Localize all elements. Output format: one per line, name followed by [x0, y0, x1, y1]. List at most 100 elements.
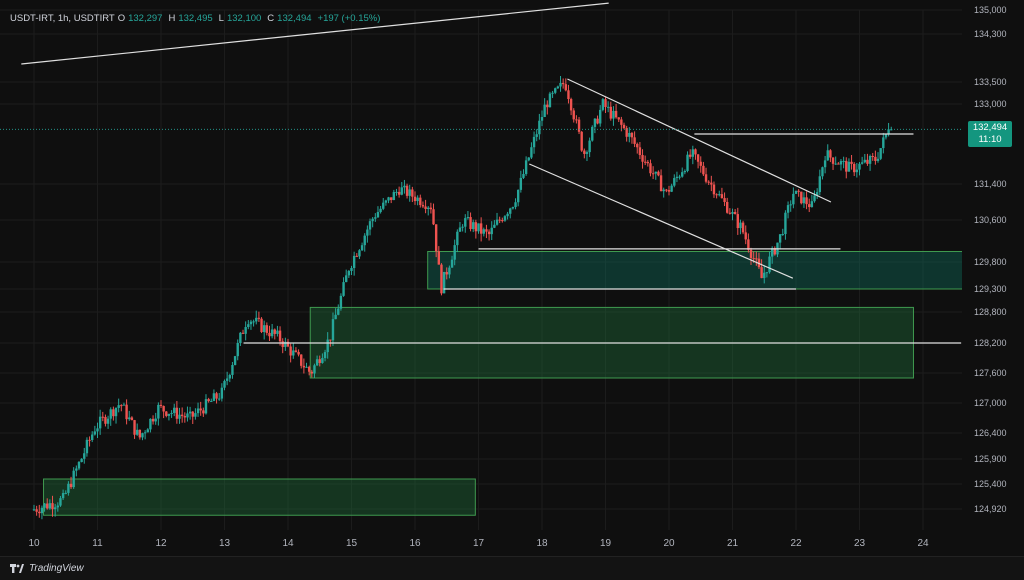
candle-body: [130, 417, 134, 421]
candle-body: [797, 190, 800, 192]
candle-body: [540, 117, 544, 121]
candle-body: [244, 327, 247, 334]
candle-body: [554, 88, 557, 93]
tradingview-logo-icon[interactable]: [10, 564, 24, 573]
brand-name[interactable]: TradingView: [29, 563, 84, 574]
candle-body: [262, 325, 266, 333]
candle-body: [800, 191, 803, 204]
candle-body: [726, 201, 729, 213]
demand-zone[interactable]: [43, 478, 476, 516]
candle-body: [564, 84, 568, 91]
x-tick-label: 24: [917, 538, 929, 549]
candle-body: [477, 223, 480, 232]
trend-lines[interactable]: [21, 2, 962, 344]
x-tick-label: 18: [536, 538, 548, 549]
candle-body: [442, 271, 446, 294]
x-tick-label: 10: [28, 538, 40, 549]
price-axis[interactable]: 135,000 134,300 133,500 133,000 131,400 130,6…: [962, 0, 1024, 556]
candle-body: [831, 157, 835, 164]
candle-body: [538, 120, 541, 135]
candle-body: [186, 413, 189, 418]
candle-body: [567, 90, 570, 100]
candle-body: [691, 149, 695, 157]
candle-body: [403, 185, 406, 188]
candle-body: [551, 92, 554, 94]
candle-body: [784, 212, 787, 235]
candle-body: [493, 224, 496, 228]
candle-body: [522, 173, 525, 178]
candle-body: [67, 483, 70, 493]
candle-body: [53, 507, 57, 510]
candle-body: [606, 106, 610, 108]
candle-body: [511, 207, 515, 209]
candle-body: [456, 231, 459, 246]
candle-body: [805, 197, 808, 205]
symbol-label[interactable]: USDT-IRT, 1h, USDTIRT: [10, 13, 115, 24]
y-tick-label: 129,300: [974, 284, 1007, 294]
candle-body: [101, 416, 104, 418]
candle-body: [786, 205, 790, 213]
candle-body: [794, 190, 798, 194]
candle-body: [575, 119, 578, 121]
candle-body: [643, 161, 647, 163]
candle-body: [352, 255, 356, 268]
candle-body: [180, 414, 184, 417]
trend-line[interactable]: [21, 2, 609, 65]
candle-body: [487, 231, 491, 235]
candle-body: [204, 399, 208, 414]
candle-body: [741, 222, 745, 233]
candle-body: [255, 317, 258, 322]
candle-body: [863, 159, 866, 163]
candle-body: [51, 503, 54, 510]
candle-body: [858, 163, 861, 170]
y-tick-label: 135,000: [974, 5, 1007, 15]
candle-body: [638, 147, 642, 156]
time-axis[interactable]: 10 11 12 13 14 15 16 17 18 19 20 21 22 23 24: [0, 530, 1024, 556]
time-axis-bg: [0, 530, 1024, 556]
candle-body: [778, 234, 782, 243]
candle-body: [532, 136, 536, 148]
candle-body: [702, 165, 705, 175]
candle-body: [220, 387, 224, 399]
candle-body: [561, 82, 565, 85]
candle-body: [617, 117, 620, 120]
candle-body: [853, 163, 856, 173]
candle-body: [397, 191, 401, 195]
demand-zone[interactable]: [427, 251, 965, 290]
candle-body: [823, 160, 827, 168]
candle-body: [530, 147, 533, 158]
candle-body: [720, 194, 724, 199]
candle-body: [421, 204, 425, 207]
candle-body: [188, 411, 192, 414]
candle-body: [429, 207, 433, 210]
candle-body: [636, 143, 639, 148]
grid: [0, 9, 962, 530]
candle-body: [860, 162, 864, 164]
candle-body: [215, 393, 218, 399]
candle-body: [678, 176, 681, 178]
candle-body: [755, 258, 758, 260]
candle-body: [434, 224, 438, 252]
candle-body: [667, 190, 671, 192]
candle-body: [88, 439, 91, 441]
candle-body: [368, 221, 372, 230]
candle-body: [747, 239, 750, 250]
candle-body: [323, 352, 327, 359]
candle-body: [839, 161, 843, 165]
candle-body: [670, 185, 673, 192]
candle-body: [829, 150, 832, 158]
candle-body: [265, 325, 269, 333]
trend-line[interactable]: [529, 163, 794, 279]
candle-body: [268, 332, 271, 337]
x-tick-label: 17: [473, 538, 485, 549]
candle-body: [739, 222, 742, 229]
candle-body: [826, 150, 829, 161]
candle-body: [141, 433, 144, 438]
candle-body: [355, 255, 358, 257]
candlestick-chart[interactable]: 135,000 134,300 133,500 133,000 131,400 130,6…: [0, 0, 1024, 556]
trend-line[interactable]: [567, 78, 832, 203]
candle-body: [450, 259, 454, 268]
candle-body: [416, 197, 419, 202]
candle-body: [292, 350, 295, 356]
